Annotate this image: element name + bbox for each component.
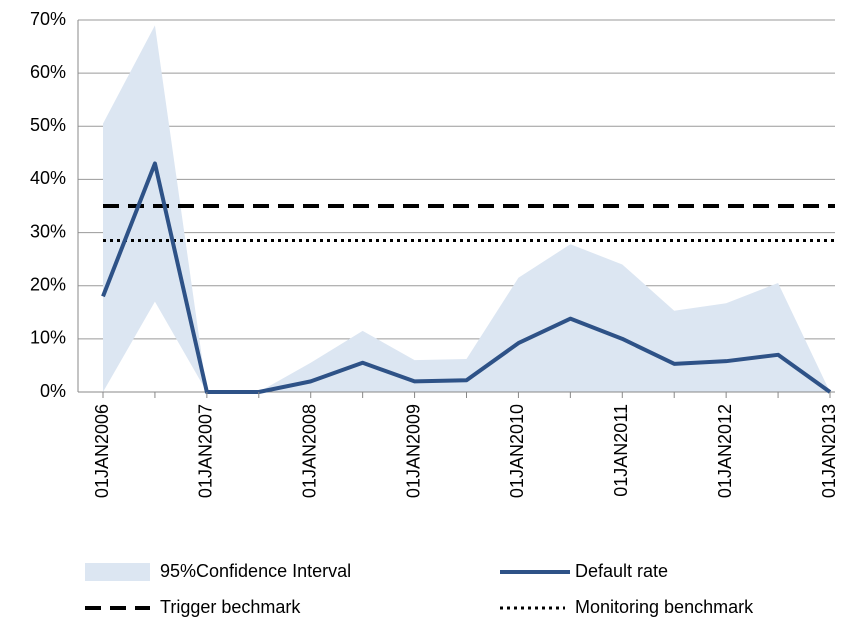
x-tick-label: 01JAN2007 — [196, 404, 216, 498]
y-tick-label: 70% — [30, 9, 66, 29]
x-tick-label: 01JAN2012 — [715, 404, 735, 498]
y-tick-label: 0% — [40, 381, 66, 401]
y-tick-label: 50% — [30, 115, 66, 135]
x-tick-label: 01JAN2013 — [819, 404, 839, 498]
x-tick-label: 01JAN2010 — [507, 404, 527, 498]
y-tick-label: 60% — [30, 62, 66, 82]
legend-label: Default rate — [575, 561, 668, 581]
x-tick-label: 01JAN2008 — [299, 404, 319, 498]
y-tick-label: 30% — [30, 221, 66, 241]
legend-label: Trigger bechmark — [160, 597, 301, 617]
y-tick-label: 20% — [30, 274, 66, 294]
legend-swatch — [85, 563, 150, 581]
x-tick-label: 01JAN2009 — [403, 404, 423, 498]
legend-label: 95%Confidence Interval — [160, 561, 351, 581]
series-line — [101, 161, 832, 394]
x-tick-label: 01JAN2006 — [92, 404, 112, 498]
x-tick-label: 01JAN2011 — [611, 404, 631, 497]
legend-label: Monitoring benchmark — [575, 597, 754, 617]
y-tick-label: 40% — [30, 168, 66, 188]
y-tick-label: 10% — [30, 328, 66, 348]
confidence-band — [103, 25, 830, 393]
